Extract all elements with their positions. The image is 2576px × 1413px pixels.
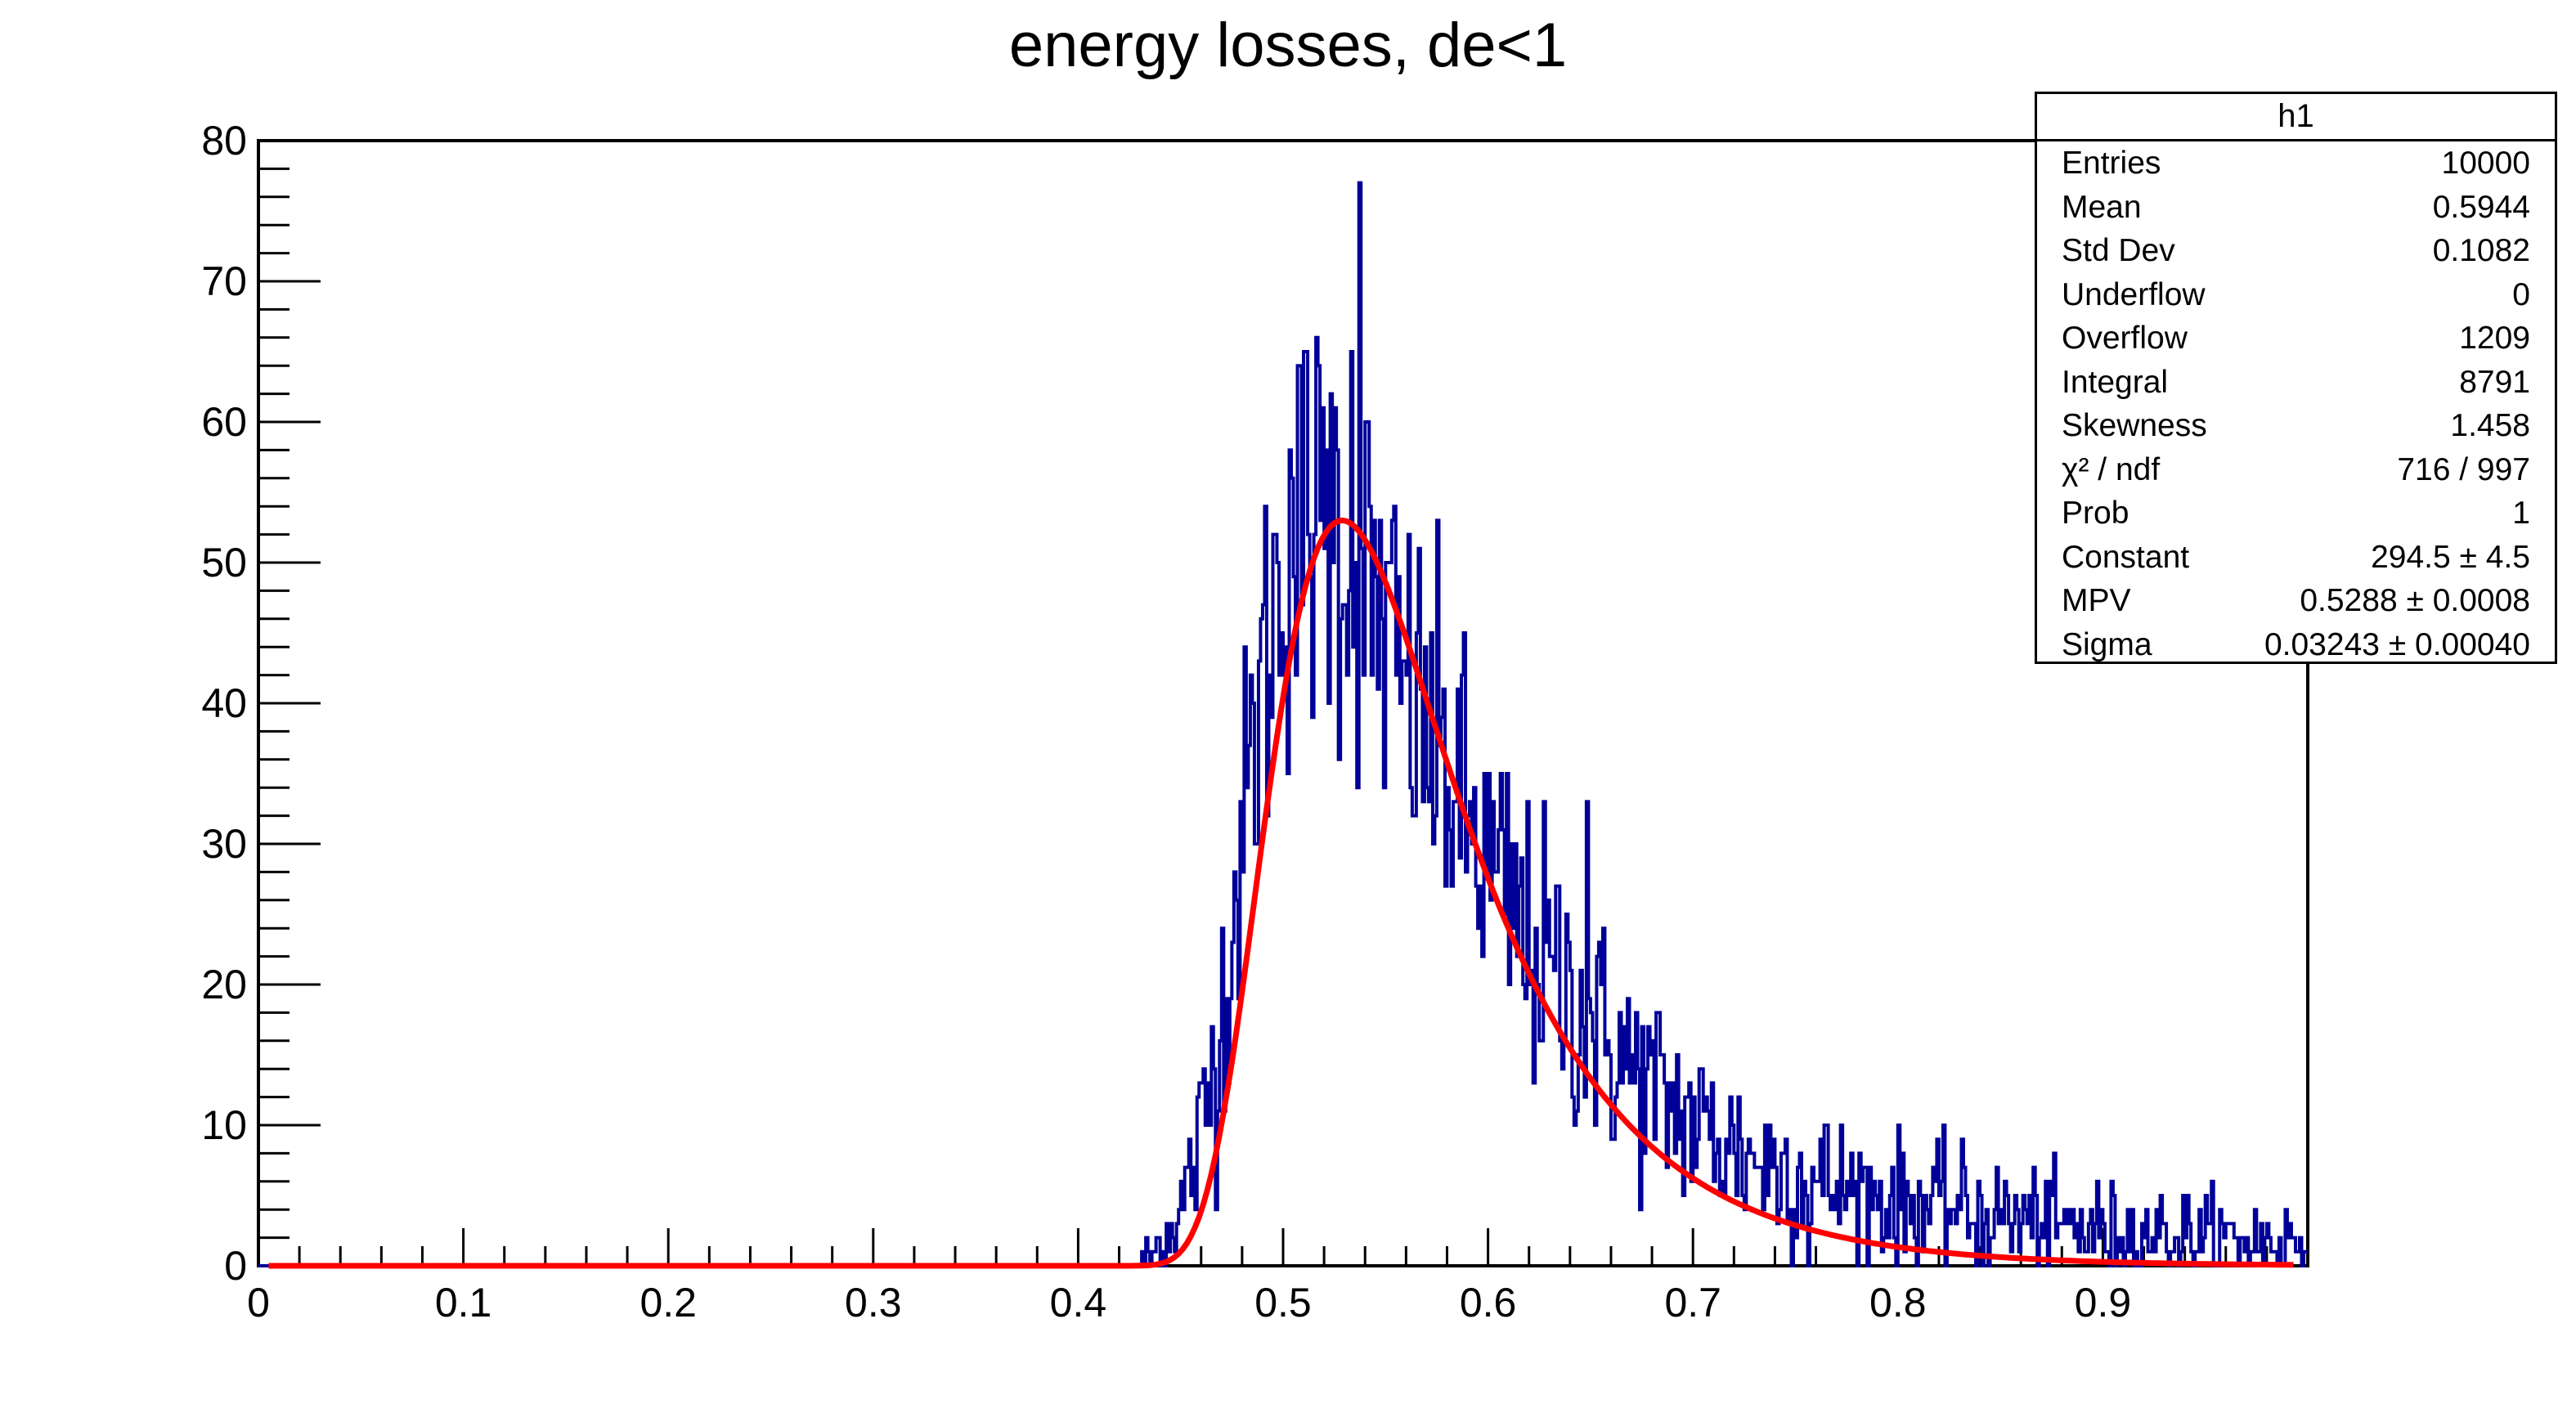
stats-label: Integral [2062, 364, 2169, 400]
y-tick-label: 30 [201, 821, 247, 867]
stats-label: χ² / ndf [2062, 451, 2161, 487]
stats-box: h1 Entries 10000 Mean 0.5944 Std Dev 0.1082 Un… [2035, 92, 2557, 664]
stats-value: 0.5944 [2432, 189, 2530, 225]
stats-label: Sigma [2062, 626, 2152, 662]
stats-value: 0.5288 ± 0.0008 [2300, 583, 2530, 618]
y-axis: 0 10 20 30 40 50 60 70 80 [201, 118, 321, 1289]
stats-row: Sigma 0.03243 ± 0.00040 [2037, 623, 2555, 667]
x-tick-label: 0.2 [640, 1280, 697, 1326]
x-tick-label: 0.3 [845, 1280, 902, 1326]
fit-curve-group [268, 517, 2294, 1269]
stats-label: Mean [2062, 189, 2142, 225]
stats-row: Underflow 0 [2037, 273, 2555, 317]
stats-row: MPV 0.5288 ± 0.0008 [2037, 579, 2555, 623]
stats-label: Overflow [2062, 321, 2188, 356]
stats-value: 10000 [2441, 146, 2530, 181]
stats-box-rows: Entries 10000 Mean 0.5944 Std Dev 0.1082 Under… [2037, 141, 2555, 666]
stats-row: Std Dev 0.1082 [2037, 229, 2555, 273]
stats-value: 294.5 ± 4.5 [2371, 539, 2530, 575]
histogram-line [258, 181, 2308, 1267]
y-tick-label: 80 [201, 118, 247, 164]
y-tick-label: 50 [201, 540, 247, 585]
x-tick-label: 0.7 [1664, 1280, 1721, 1326]
chart-title: energy losses, de<1 [1008, 11, 1568, 80]
stats-label: Skewness [2062, 408, 2207, 443]
x-tick-label: 0.8 [1869, 1280, 1927, 1326]
stats-value: 1209 [2459, 321, 2530, 356]
x-tick-label: 0 [247, 1280, 270, 1326]
y-tick-label: 0 [224, 1243, 247, 1289]
y-tick-label: 10 [201, 1102, 247, 1148]
stats-row: Entries 10000 [2037, 141, 2555, 186]
stats-value: 1 [2512, 496, 2530, 531]
x-tick-label: 0.6 [1460, 1280, 1517, 1326]
stats-row: Mean 0.5944 [2037, 186, 2555, 230]
stats-value: 8791 [2459, 364, 2530, 400]
stats-label: Std Dev [2062, 233, 2175, 268]
stats-value: 0.1082 [2432, 233, 2530, 268]
stats-label: Underflow [2062, 276, 2206, 312]
stats-value: 0 [2512, 276, 2530, 312]
stats-label: MPV [2062, 583, 2131, 618]
y-tick-label: 20 [201, 962, 247, 1007]
y-tick-label: 40 [201, 680, 247, 726]
stats-value: 0.03243 ± 0.00040 [2264, 626, 2530, 662]
stats-row: χ² / ndf 716 / 997 [2037, 448, 2555, 492]
stats-value: 1.458 [2450, 408, 2530, 443]
fit-curve [268, 517, 2294, 1269]
histogram-series [258, 181, 2308, 1267]
stats-row: Prob 1 [2037, 491, 2555, 536]
x-tick-label: 0.4 [1050, 1280, 1107, 1326]
stats-row: Overflow 1209 [2037, 316, 2555, 361]
stats-label: Constant [2062, 539, 2190, 575]
stats-label: Entries [2062, 146, 2161, 181]
y-tick-label: 60 [201, 399, 247, 445]
stats-row: Skewness 1.458 [2037, 404, 2555, 448]
stats-row: Integral 8791 [2037, 361, 2555, 405]
stats-box-title: h1 [2037, 94, 2555, 141]
x-axis: 0 0.1 0.2 0.3 0.4 0.5 0.6 0.7 0.8 0.9 [247, 1228, 2309, 1326]
stats-label: Prob [2062, 496, 2129, 531]
stats-value: 716 / 997 [2397, 451, 2530, 487]
y-tick-label: 70 [201, 258, 247, 304]
stats-row: Constant 294.5 ± 4.5 [2037, 536, 2555, 580]
x-tick-label: 0.9 [2075, 1280, 2132, 1326]
x-tick-label: 0.1 [435, 1280, 492, 1326]
x-tick-label: 0.5 [1254, 1280, 1312, 1326]
